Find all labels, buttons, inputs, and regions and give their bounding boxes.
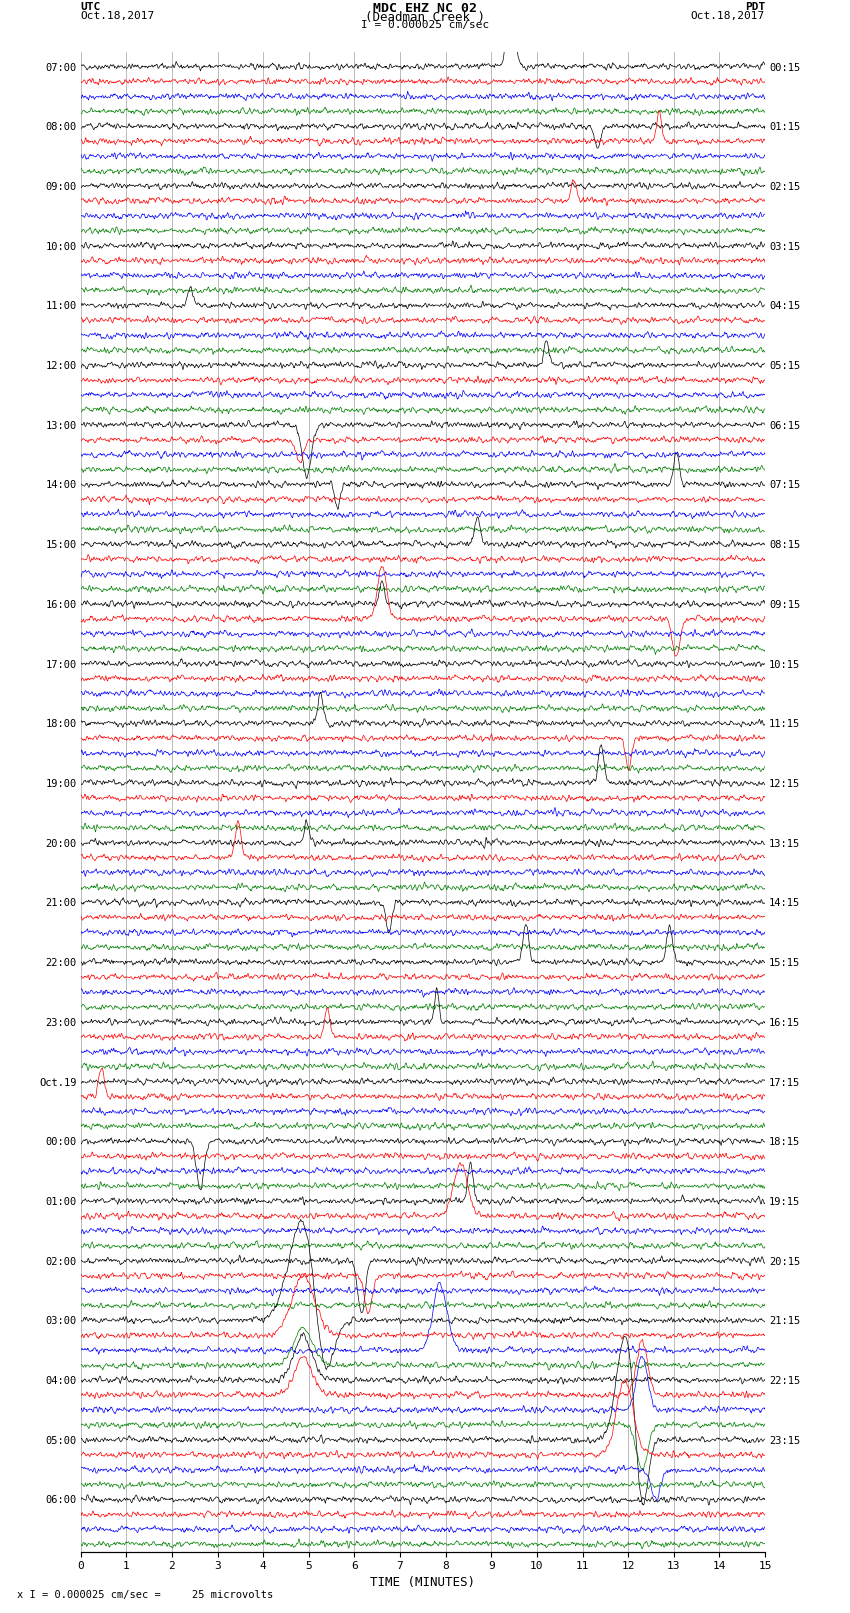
Text: (Deadman Creek ): (Deadman Creek ): [365, 11, 485, 24]
Text: x I = 0.000025 cm/sec =     25 microvolts: x I = 0.000025 cm/sec = 25 microvolts: [17, 1590, 273, 1600]
X-axis label: TIME (MINUTES): TIME (MINUTES): [371, 1576, 475, 1589]
Text: MDC EHZ NC 02: MDC EHZ NC 02: [373, 3, 477, 16]
Text: Oct.18,2017: Oct.18,2017: [81, 11, 155, 21]
Text: Oct.18,2017: Oct.18,2017: [691, 11, 765, 21]
Text: PDT: PDT: [745, 3, 765, 13]
Text: UTC: UTC: [81, 3, 101, 13]
Text: I = 0.000025 cm/sec: I = 0.000025 cm/sec: [361, 19, 489, 31]
